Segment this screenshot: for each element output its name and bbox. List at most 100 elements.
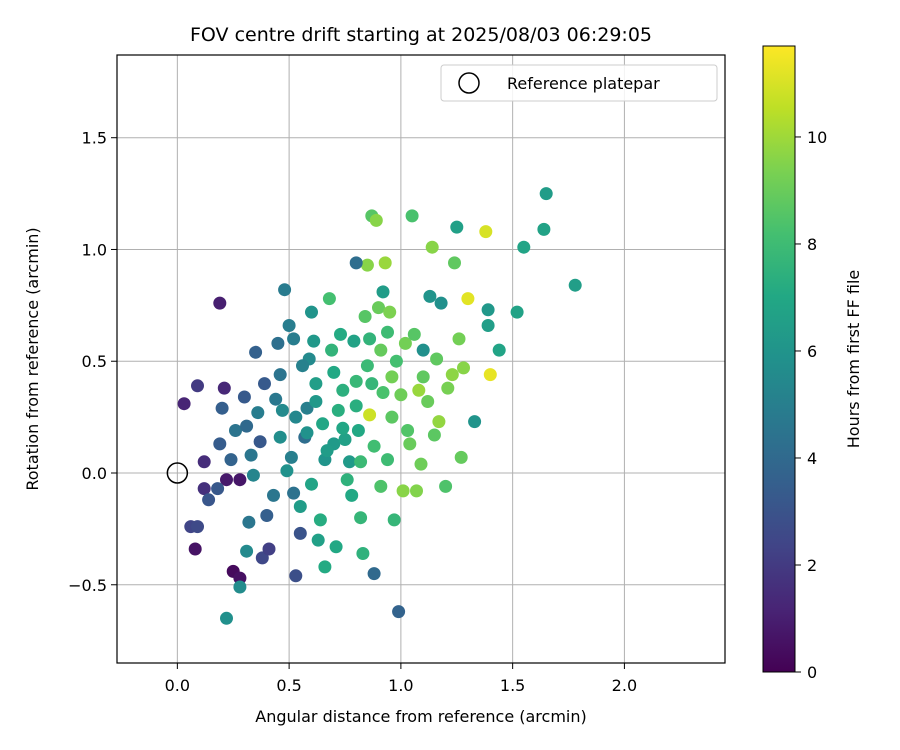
scatter-point [427, 428, 441, 442]
scatter-point [414, 457, 428, 471]
scatter-point [385, 370, 399, 384]
scatter-point [191, 379, 204, 393]
scatter-point [374, 479, 388, 493]
scatter-point [246, 468, 260, 482]
scatter-point [220, 611, 233, 625]
scatter-point [240, 544, 254, 558]
colorbar-tick-label: 4 [807, 449, 817, 468]
chart-title: FOV centre drift starting at 2025/08/03 … [190, 24, 652, 46]
scatter-point [253, 435, 267, 449]
scatter-point [293, 500, 307, 513]
scatter-point [369, 213, 383, 227]
scatter-point [367, 439, 381, 453]
legend-label-reference: Reference platepar [507, 74, 660, 93]
scatter-point [229, 424, 242, 437]
scatter-point [383, 305, 397, 319]
colorbar-tick-label: 8 [807, 235, 817, 254]
scatter-point [191, 520, 204, 534]
scatter-point [389, 354, 403, 368]
scatter-point [363, 408, 377, 422]
scatter-point [215, 401, 229, 415]
scatter-point [376, 285, 390, 299]
scatter-point [345, 488, 359, 502]
y-axis-label: Rotation from reference (arcmin) [23, 227, 42, 490]
scatter-point [338, 433, 352, 446]
scatter-point [410, 484, 423, 498]
y-tick-label: −0.5 [68, 576, 107, 595]
y-tick-label: 0.0 [82, 464, 107, 483]
scatter-point [454, 450, 468, 464]
scatter-point [407, 327, 421, 341]
legend-box [440, 64, 718, 102]
scatter-point [392, 605, 406, 619]
scatter-point [468, 415, 482, 429]
scatter-point [318, 560, 332, 574]
scatter-point [421, 395, 435, 408]
scatter-point [349, 399, 363, 413]
scatter-point [336, 421, 350, 435]
scatter-point [251, 406, 265, 420]
scatter-point [331, 403, 345, 417]
scatter-point [322, 292, 336, 306]
scatter-point [237, 390, 251, 404]
scatter-point [481, 319, 495, 332]
colorbar-ticks: 0 2 4 6 8 10 [795, 128, 827, 682]
scatter-point [289, 410, 303, 424]
scatter-point [374, 343, 388, 357]
scatter-point [282, 319, 296, 332]
scatter-point [300, 426, 314, 440]
scatter-point [244, 448, 258, 462]
scatter-point [479, 225, 493, 239]
y-tick-label: 0.5 [82, 352, 107, 371]
scatter-point [439, 479, 453, 493]
plot-frame [116, 54, 726, 664]
scatter-point [363, 332, 377, 346]
scatter-point [305, 477, 318, 491]
scatter-point [367, 567, 381, 581]
scatter-point [233, 580, 247, 594]
scatter-point [213, 296, 227, 310]
scatter-point [327, 365, 341, 379]
scatter-point [316, 417, 330, 431]
x-tick-label: 2.0 [612, 676, 637, 695]
scatter-point [284, 450, 298, 464]
scatter-point [416, 343, 430, 357]
scatter-point [517, 240, 531, 254]
scatter-point [349, 374, 363, 388]
scatter-point [334, 327, 347, 341]
scatter-point [481, 303, 495, 317]
scatter-point [381, 453, 394, 467]
scatter-point [271, 336, 285, 350]
scatter-point [430, 352, 444, 366]
scatter-point [296, 359, 309, 373]
reference-platepar-marker [166, 462, 189, 484]
x-tick-label: 1.0 [388, 676, 413, 695]
scatter-point [354, 455, 368, 469]
scatter-point [300, 401, 314, 415]
scatter-point [398, 336, 412, 350]
scatter-point [450, 220, 464, 234]
scatter-point [568, 278, 582, 292]
scatter-point [445, 368, 459, 382]
scatter-point [311, 533, 325, 547]
scatter-point [376, 386, 390, 399]
scatter-point [280, 464, 294, 478]
scatter-point [260, 509, 274, 522]
y-axis-ticks: −0.5 0.0 0.5 1.0 1.5 [68, 129, 117, 595]
scatter-point [224, 453, 238, 467]
scatter-point [258, 377, 271, 391]
scatter-point [329, 540, 343, 554]
scatter-point [492, 343, 506, 357]
scatter-point [273, 430, 287, 444]
scatter-point [188, 542, 202, 556]
scatter-point [401, 424, 415, 437]
scatter-point [287, 332, 301, 346]
scatter-point [356, 547, 370, 560]
scatter-point [510, 305, 524, 319]
scatter-point [403, 437, 417, 451]
scatter-point [307, 334, 321, 348]
legend-reference-marker [458, 72, 480, 94]
scatter-point [262, 542, 276, 556]
scatter-point [325, 343, 339, 357]
scatter-point [457, 361, 470, 375]
